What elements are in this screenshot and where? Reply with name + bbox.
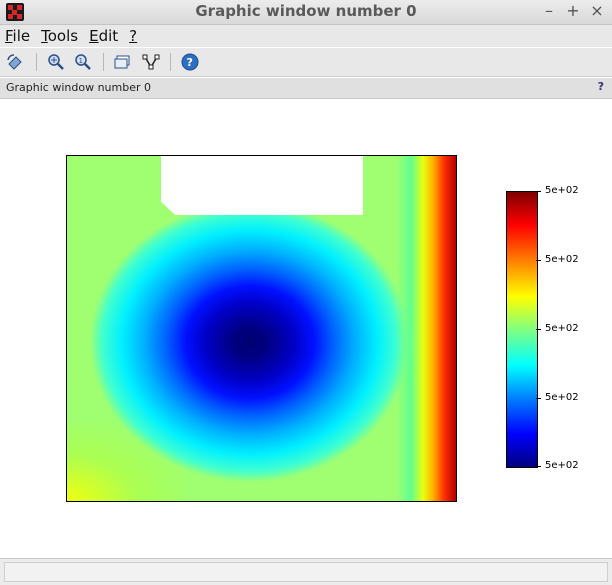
help-icon: ? xyxy=(181,53,199,71)
app-icon xyxy=(6,3,24,21)
colorbar-tick xyxy=(536,260,541,261)
menu-file[interactable]: File xyxy=(5,27,31,45)
minimize-button[interactable]: – xyxy=(545,1,553,20)
datatip-button[interactable] xyxy=(112,52,132,72)
svg-text:1: 1 xyxy=(79,57,83,65)
window-title: Graphic window number 0 xyxy=(195,2,417,20)
datatip-icon xyxy=(114,55,130,69)
menu-help[interactable]: ? xyxy=(129,27,138,45)
figure-label-bar: Graphic window number 0 ? xyxy=(0,78,612,99)
status-bar xyxy=(0,558,612,585)
zoom-in-icon xyxy=(48,54,64,70)
colorbar-tick xyxy=(536,398,541,399)
zoom-in-button[interactable] xyxy=(46,52,66,72)
colorbar-label: 5e+02 xyxy=(545,323,579,334)
figure-help[interactable]: ? xyxy=(597,80,604,93)
toolbar: 1 ? xyxy=(0,48,612,77)
zoom-reset-icon: 1 xyxy=(75,54,91,70)
edit-curve-icon xyxy=(142,54,160,70)
colorbar-label: 5e+02 xyxy=(545,185,579,196)
colorbar-label: 5e+02 xyxy=(545,460,579,471)
menu-bar: File Tools Edit ? xyxy=(0,25,612,47)
colorbar-tick xyxy=(536,466,541,467)
rotate-button[interactable] xyxy=(5,52,25,72)
close-button[interactable]: × xyxy=(590,1,604,20)
zoom-reset-button[interactable]: 1 xyxy=(73,52,93,72)
edit-curve-button[interactable] xyxy=(141,52,161,72)
menu-edit[interactable]: Edit xyxy=(89,27,119,45)
help-button[interactable]: ? xyxy=(180,52,200,72)
figure-label: Graphic window number 0 xyxy=(6,81,151,94)
plot-hot-region xyxy=(396,156,456,501)
rotate-icon xyxy=(7,54,22,70)
colorbar-label: 5e+02 xyxy=(545,392,579,403)
title-bar: Graphic window number 0 – + × xyxy=(0,0,612,25)
colorbar-tick xyxy=(536,191,541,192)
plot-warm-corner xyxy=(67,421,187,501)
plot-empty-region xyxy=(161,156,363,215)
colorbar-label: 5e+02 xyxy=(545,254,579,265)
svg-text:?: ? xyxy=(187,56,193,69)
menu-tools[interactable]: Tools xyxy=(41,27,79,45)
colorbar-tick xyxy=(536,329,541,330)
contour-plot[interactable] xyxy=(66,155,457,502)
status-field xyxy=(4,562,608,582)
colorbar xyxy=(506,191,538,468)
maximize-button[interactable]: + xyxy=(566,1,580,20)
